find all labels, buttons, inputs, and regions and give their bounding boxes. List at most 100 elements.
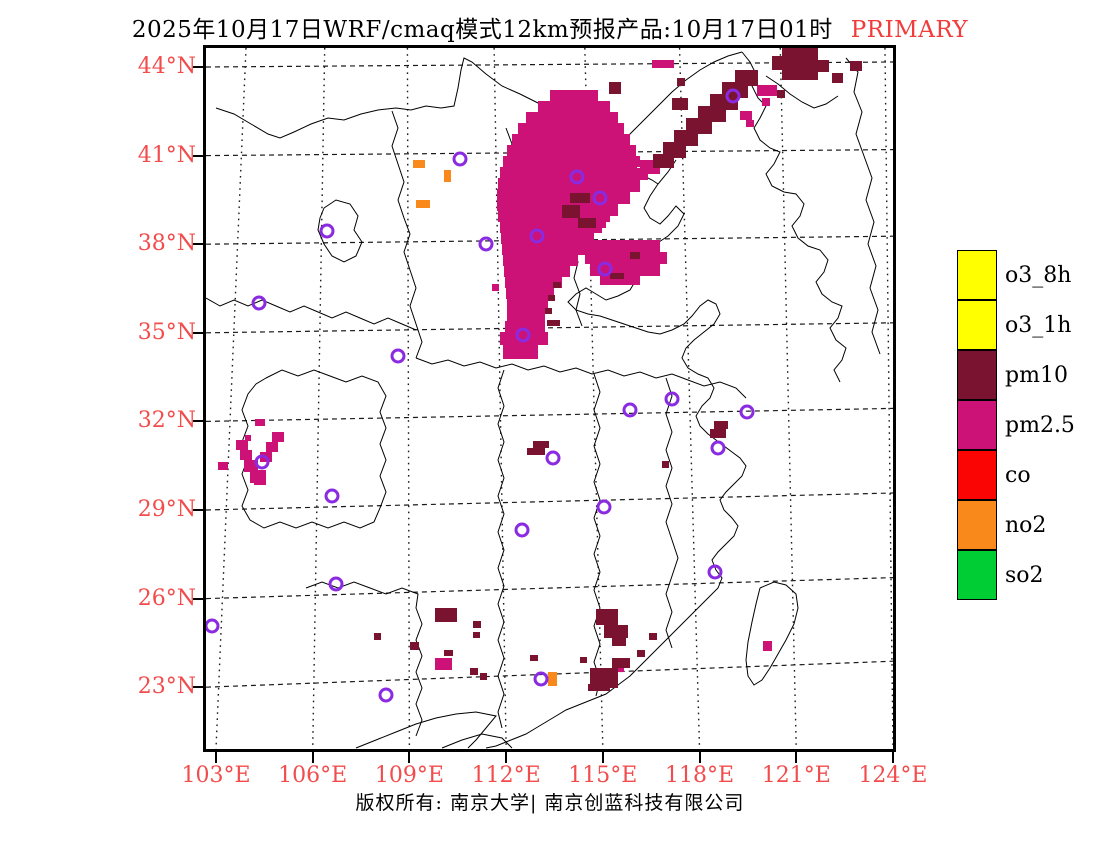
grid-lon-line xyxy=(215,48,247,749)
pollution-cell-pm10 xyxy=(649,633,657,640)
legend-label-no2: no2 xyxy=(1005,512,1047,538)
legend-swatch-no2 xyxy=(957,500,997,550)
pollution-cell-pm10 xyxy=(470,668,478,675)
pollution-cell-pm25 xyxy=(500,222,602,233)
pollution-cell-pm25 xyxy=(236,440,248,450)
pollution-cell-pm10 xyxy=(672,98,688,110)
pollution-cell-pm25 xyxy=(500,167,637,178)
grid-lat-line xyxy=(206,407,893,422)
legend-swatch-pm10 xyxy=(957,350,997,400)
map-frame xyxy=(203,45,896,752)
pollution-cell-pm10 xyxy=(473,621,481,628)
lat-tick-mark xyxy=(193,597,206,600)
pollution-cell-pm25 xyxy=(600,276,640,285)
grid-lon-line xyxy=(312,48,326,749)
city-marker xyxy=(515,327,531,343)
legend-label-so2: so2 xyxy=(1005,562,1044,588)
pollution-cell-pm25 xyxy=(596,204,618,216)
lat-tick-mark xyxy=(193,686,206,689)
pollution-cell-pm10 xyxy=(590,668,618,688)
province-outline xyxy=(391,110,423,359)
lon-tick-label: 112°E xyxy=(471,763,541,788)
lat-tick-label: 35°N xyxy=(137,319,196,345)
pollution-cell-pm25 xyxy=(506,288,554,299)
legend-label-pm10: pm10 xyxy=(1005,362,1068,388)
pollution-cell-pm25 xyxy=(618,180,640,192)
pollution-cell-pm25 xyxy=(580,240,660,252)
pollution-cell-pm10 xyxy=(533,441,549,448)
lat-tick-label: 44°N xyxy=(137,54,196,79)
lon-tick-label: 115°E xyxy=(568,763,638,788)
province-outline xyxy=(206,297,417,331)
lat-tick-mark xyxy=(193,509,206,511)
lat-tick-label: 23°N xyxy=(137,674,196,700)
city-marker xyxy=(324,488,340,504)
lon-tick-label: 118°E xyxy=(665,763,735,788)
pollution-cell-pm10 xyxy=(374,633,381,640)
pollution-cell-pm10 xyxy=(553,282,561,288)
pollution-cell-pm10 xyxy=(545,308,552,314)
pollution-cell-pm10 xyxy=(815,60,829,72)
lat-tick-label: 41°N xyxy=(137,142,196,168)
grid-lon-line xyxy=(779,48,797,749)
city-marker xyxy=(529,228,545,244)
pollution-cell-pm10 xyxy=(480,673,487,680)
pollution-cell-pm10 xyxy=(832,73,843,83)
pollution-cell-pm10 xyxy=(444,650,453,656)
pollution-cell-pm25 xyxy=(503,255,578,266)
province-outline xyxy=(305,581,423,737)
province-outline xyxy=(593,373,601,697)
pollution-cell-pm25 xyxy=(512,134,630,145)
pollution-cell-pm10 xyxy=(653,154,674,168)
city-marker xyxy=(725,88,741,104)
city-marker xyxy=(514,522,530,538)
lat-tick-mark xyxy=(193,331,206,334)
pollution-cell-no2 xyxy=(444,170,451,182)
province-outline xyxy=(497,369,505,729)
pollution-cell-pm10 xyxy=(630,252,640,259)
title-main: 2025年10月17日WRF/cmaq模式12km预报产品:10月17日01时 xyxy=(131,17,833,43)
pollution-cell-pm25 xyxy=(255,419,265,426)
city-marker xyxy=(622,402,638,418)
city-marker xyxy=(452,151,468,167)
pollution-cell-no2 xyxy=(413,160,425,168)
pollution-cell-pm10 xyxy=(710,429,726,438)
pollution-cell-pm10 xyxy=(662,461,669,468)
lon-tick-label: 103°E xyxy=(181,763,251,788)
pollution-cell-pm10 xyxy=(604,625,628,638)
lat-tick-label: 38°N xyxy=(137,231,196,257)
pollution-cell-pm10 xyxy=(777,90,785,98)
province-outline xyxy=(765,75,839,109)
lon-tick-mark xyxy=(215,750,217,763)
pollution-cell-pm10 xyxy=(562,205,580,218)
city-marker xyxy=(378,687,394,703)
lat-tick-mark xyxy=(193,420,206,423)
pollution-cell-pm10 xyxy=(410,642,419,650)
lat-tick-mark xyxy=(193,154,206,157)
province-outline xyxy=(355,711,497,749)
grid-lat-line xyxy=(206,577,893,600)
city-marker xyxy=(739,404,755,420)
pollution-cell-pm10 xyxy=(714,421,728,429)
province-outline xyxy=(241,369,387,529)
pollution-cell-pm25 xyxy=(746,120,754,127)
lat-tick-label: 26°N xyxy=(137,585,196,611)
pollution-cell-pm25 xyxy=(518,123,624,134)
pollution-cell-pm25 xyxy=(505,277,562,288)
lon-tick-label: 106°E xyxy=(278,763,348,788)
pollution-cell-pm25 xyxy=(550,90,598,101)
grid-lon-line xyxy=(884,48,893,749)
city-marker xyxy=(597,261,613,277)
pollution-cell-pm25 xyxy=(245,435,251,441)
pollution-cell-pm25 xyxy=(507,310,545,321)
grid-lon-line xyxy=(406,48,411,749)
pollution-cell-pm25 xyxy=(503,156,640,167)
city-marker xyxy=(710,440,726,456)
lon-tick-label: 121°E xyxy=(761,763,831,788)
pollution-cell-pm25 xyxy=(498,211,610,222)
legend-swatch-pm2.5 xyxy=(957,400,997,450)
province-outline xyxy=(441,733,513,749)
lon-tick-mark xyxy=(891,750,894,763)
city-marker xyxy=(596,499,612,515)
pollution-cell-pm25 xyxy=(503,345,538,359)
